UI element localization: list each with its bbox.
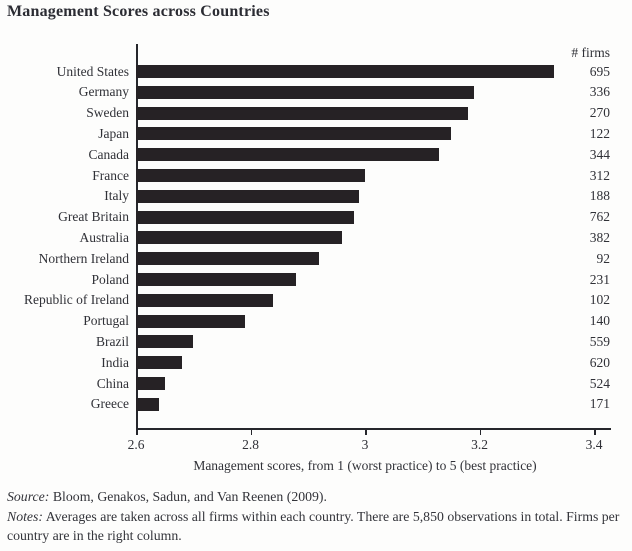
bar-italy bbox=[136, 189, 360, 203]
bar-united-states bbox=[136, 65, 554, 78]
x-axis-tick bbox=[136, 429, 138, 435]
country-label: Republic of Ireland bbox=[24, 292, 129, 308]
chart-title: Management Scores across Countries bbox=[7, 3, 270, 20]
x-axis-tick bbox=[594, 429, 596, 435]
source-text: Bloom, Genakos, Sadun, and Van Reenen (2… bbox=[49, 489, 327, 504]
country-label: United States bbox=[56, 63, 129, 79]
firms-count: 382 bbox=[589, 229, 610, 245]
country-label: China bbox=[96, 375, 129, 391]
country-label: France bbox=[92, 167, 129, 183]
bar-northern-ireland bbox=[136, 252, 320, 266]
country-label: Portugal bbox=[83, 313, 129, 329]
firms-count: 231 bbox=[589, 271, 610, 287]
footer-notes: Source: Bloom, Genakos, Sadun, and Van R… bbox=[7, 487, 627, 546]
bar-australia bbox=[136, 231, 343, 245]
notes-label: Notes: bbox=[7, 508, 44, 524]
firms-count: 620 bbox=[589, 354, 610, 370]
firms-count: 559 bbox=[589, 333, 610, 349]
country-label: Australia bbox=[79, 229, 130, 245]
bar-japan bbox=[136, 127, 451, 141]
country-label: Italy bbox=[104, 188, 129, 204]
x-axis-line bbox=[136, 428, 611, 430]
firms-count: 188 bbox=[589, 188, 610, 204]
firms-count: 336 bbox=[589, 84, 610, 100]
source-label: Source: bbox=[7, 489, 50, 504]
country-label: Canada bbox=[88, 146, 129, 162]
x-axis-tick-label: 2.6 bbox=[127, 437, 145, 452]
firms-count: 524 bbox=[589, 375, 610, 391]
country-label: India bbox=[101, 354, 129, 370]
x-axis-tick-label: 3.4 bbox=[585, 437, 603, 452]
firms-column-header: # firms bbox=[571, 45, 610, 60]
firms-count: 270 bbox=[589, 105, 610, 121]
x-axis-label: Management scores, from 1 (worst practic… bbox=[193, 458, 537, 473]
bar-republic-of-ireland bbox=[136, 293, 274, 307]
notes-text: Averages are taken across all firms with… bbox=[7, 508, 620, 544]
bar-poland bbox=[136, 273, 297, 286]
country-label: Great Britain bbox=[58, 209, 129, 225]
bar-china bbox=[136, 377, 165, 390]
country-label: Greece bbox=[90, 396, 129, 412]
x-axis-tick-label: 3.2 bbox=[471, 437, 488, 452]
x-axis-tick bbox=[365, 429, 367, 435]
bar-sweden bbox=[136, 106, 469, 120]
firms-count: 92 bbox=[596, 250, 611, 266]
x-axis-tick bbox=[250, 429, 252, 435]
country-label: Poland bbox=[91, 271, 129, 287]
bar-great-britain bbox=[136, 210, 354, 224]
firms-count: 122 bbox=[589, 125, 610, 141]
bar-germany bbox=[136, 85, 474, 99]
source-line: Source: Bloom, Genakos, Sadun, and Van R… bbox=[7, 487, 627, 507]
firms-count: 102 bbox=[589, 292, 610, 308]
bar-portugal bbox=[136, 314, 245, 328]
bar-france bbox=[136, 169, 365, 182]
country-label: Sweden bbox=[86, 105, 129, 121]
firms-count: 762 bbox=[589, 209, 610, 225]
bar-brazil bbox=[136, 335, 194, 349]
firms-count: 344 bbox=[589, 146, 610, 162]
bar-india bbox=[136, 356, 182, 370]
bar-greece bbox=[136, 397, 159, 411]
x-axis-tick-label: 2.8 bbox=[242, 437, 259, 452]
firms-count: 695 bbox=[589, 63, 610, 79]
country-label: Northern Ireland bbox=[38, 250, 129, 266]
country-label: Brazil bbox=[96, 333, 129, 349]
firms-count: 171 bbox=[589, 396, 610, 412]
x-axis-tick bbox=[479, 429, 481, 435]
country-label: Japan bbox=[98, 125, 129, 141]
country-label: Germany bbox=[78, 84, 129, 100]
bar-canada bbox=[136, 148, 440, 162]
x-axis-tick-label: 3 bbox=[361, 437, 369, 452]
firms-count: 312 bbox=[589, 167, 610, 183]
firms-count: 140 bbox=[589, 313, 610, 329]
notes-line: Notes: Averages are taken across all fir… bbox=[7, 507, 627, 546]
